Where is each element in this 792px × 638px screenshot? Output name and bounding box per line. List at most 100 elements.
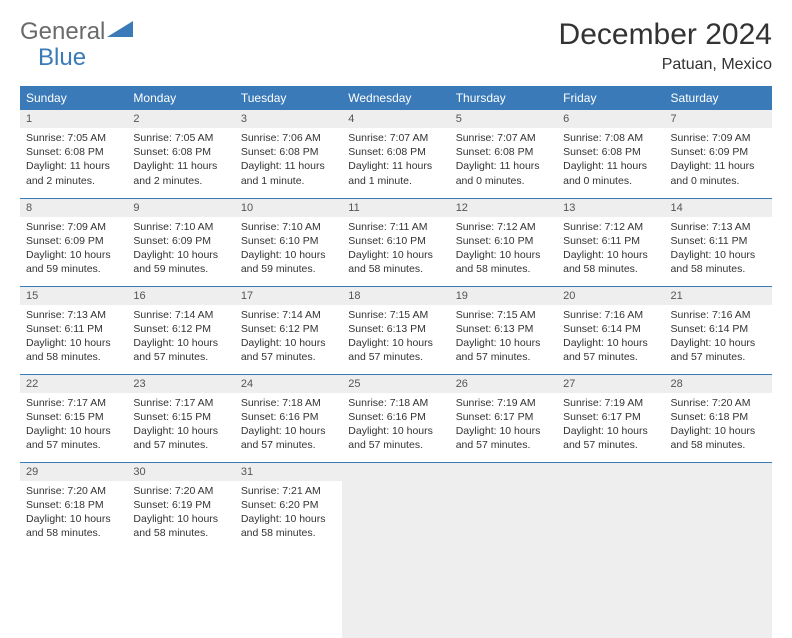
daylight-line: Daylight: 10 hours and 57 minutes. bbox=[133, 336, 228, 364]
sunset-line: Sunset: 6:09 PM bbox=[671, 145, 766, 159]
calendar-week-row: 15Sunrise: 7:13 AMSunset: 6:11 PMDayligh… bbox=[20, 286, 772, 374]
sunset-line: Sunset: 6:16 PM bbox=[241, 410, 336, 424]
daylight-line: Daylight: 11 hours and 0 minutes. bbox=[563, 159, 658, 187]
daylight-line: Daylight: 10 hours and 59 minutes. bbox=[241, 248, 336, 276]
day-details: Sunrise: 7:07 AMSunset: 6:08 PMDaylight:… bbox=[450, 128, 557, 194]
day-number: 28 bbox=[665, 375, 772, 393]
day-details: Sunrise: 7:19 AMSunset: 6:17 PMDaylight:… bbox=[450, 393, 557, 459]
day-details: Sunrise: 7:07 AMSunset: 6:08 PMDaylight:… bbox=[342, 128, 449, 194]
sunrise-line: Sunrise: 7:10 AM bbox=[241, 220, 336, 234]
sunrise-line: Sunrise: 7:17 AM bbox=[133, 396, 228, 410]
sunrise-line: Sunrise: 7:18 AM bbox=[348, 396, 443, 410]
day-details: Sunrise: 7:21 AMSunset: 6:20 PMDaylight:… bbox=[235, 481, 342, 547]
calendar-day-cell: 3 Sunrise: 7:06 AMSunset: 6:08 PMDaylight… bbox=[235, 110, 342, 198]
day-details: Sunrise: 7:08 AMSunset: 6:08 PMDaylight:… bbox=[557, 128, 664, 194]
logo: General bbox=[20, 18, 133, 46]
day-number: 20 bbox=[557, 287, 664, 305]
calendar-day-cell: 24Sunrise: 7:18 AMSunset: 6:16 PMDayligh… bbox=[235, 374, 342, 462]
calendar-day-cell: 8Sunrise: 7:09 AMSunset: 6:09 PMDaylight… bbox=[20, 198, 127, 286]
daylight-line: Daylight: 10 hours and 58 minutes. bbox=[348, 248, 443, 276]
sunrise-line: Sunrise: 7:14 AM bbox=[133, 308, 228, 322]
daylight-line: Daylight: 10 hours and 58 minutes. bbox=[26, 336, 121, 364]
sunset-line: Sunset: 6:15 PM bbox=[133, 410, 228, 424]
sunrise-line: Sunrise: 7:19 AM bbox=[563, 396, 658, 410]
daylight-line: Daylight: 10 hours and 58 minutes. bbox=[456, 248, 551, 276]
day-details: Sunrise: 7:16 AMSunset: 6:14 PMDaylight:… bbox=[557, 305, 664, 371]
sunrise-line: Sunrise: 7:15 AM bbox=[456, 308, 551, 322]
sunrise-line: Sunrise: 7:20 AM bbox=[26, 484, 121, 498]
day-number: 9 bbox=[127, 199, 234, 217]
sunrise-line: Sunrise: 7:11 AM bbox=[348, 220, 443, 234]
calendar-week-row: 1Sunrise: 7:05 AMSunset: 6:08 PMDaylight… bbox=[20, 110, 772, 198]
day-number: 1 bbox=[20, 110, 127, 128]
sunset-line: Sunset: 6:08 PM bbox=[563, 145, 658, 159]
daylight-line: Daylight: 10 hours and 57 minutes. bbox=[348, 424, 443, 452]
day-number: 3 bbox=[235, 110, 342, 128]
calendar-day-cell: 20Sunrise: 7:16 AMSunset: 6:14 PMDayligh… bbox=[557, 286, 664, 374]
calendar-day-cell: 17Sunrise: 7:14 AMSunset: 6:12 PMDayligh… bbox=[235, 286, 342, 374]
day-details: Sunrise: 7:15 AMSunset: 6:13 PMDaylight:… bbox=[342, 305, 449, 371]
sunset-line: Sunset: 6:14 PM bbox=[563, 322, 658, 336]
sunset-line: Sunset: 6:09 PM bbox=[133, 234, 228, 248]
calendar-day-cell bbox=[450, 462, 557, 550]
day-details: Sunrise: 7:05 AMSunset: 6:08 PMDaylight:… bbox=[20, 128, 127, 194]
daylight-line: Daylight: 11 hours and 1 minute. bbox=[241, 159, 336, 187]
day-details: Sunrise: 7:14 AMSunset: 6:12 PMDaylight:… bbox=[235, 305, 342, 371]
daylight-line: Daylight: 11 hours and 1 minute. bbox=[348, 159, 443, 187]
sunrise-line: Sunrise: 7:05 AM bbox=[26, 131, 121, 145]
daylight-line: Daylight: 11 hours and 2 minutes. bbox=[133, 159, 228, 187]
sunset-line: Sunset: 6:18 PM bbox=[26, 498, 121, 512]
daylight-line: Daylight: 11 hours and 0 minutes. bbox=[456, 159, 551, 187]
daylight-line: Daylight: 10 hours and 58 minutes. bbox=[241, 512, 336, 540]
day-number: 21 bbox=[665, 287, 772, 305]
weekday-header: Tuesday bbox=[235, 86, 342, 110]
sunset-line: Sunset: 6:14 PM bbox=[671, 322, 766, 336]
day-details: Sunrise: 7:17 AMSunset: 6:15 PMDaylight:… bbox=[20, 393, 127, 459]
day-details: Sunrise: 7:10 AMSunset: 6:10 PMDaylight:… bbox=[235, 217, 342, 283]
sunrise-line: Sunrise: 7:14 AM bbox=[241, 308, 336, 322]
day-details: Sunrise: 7:14 AMSunset: 6:12 PMDaylight:… bbox=[127, 305, 234, 371]
day-details: Sunrise: 7:12 AMSunset: 6:11 PMDaylight:… bbox=[557, 217, 664, 283]
day-details: Sunrise: 7:10 AMSunset: 6:09 PMDaylight:… bbox=[127, 217, 234, 283]
day-number: 19 bbox=[450, 287, 557, 305]
day-number: 15 bbox=[20, 287, 127, 305]
weekday-header: Friday bbox=[557, 86, 664, 110]
calendar-header-row: SundayMondayTuesdayWednesdayThursdayFrid… bbox=[20, 86, 772, 110]
calendar-day-cell: 18Sunrise: 7:15 AMSunset: 6:13 PMDayligh… bbox=[342, 286, 449, 374]
daylight-line: Daylight: 10 hours and 57 minutes. bbox=[133, 424, 228, 452]
calendar-day-cell: 14Sunrise: 7:13 AMSunset: 6:11 PMDayligh… bbox=[665, 198, 772, 286]
day-details: Sunrise: 7:18 AMSunset: 6:16 PMDaylight:… bbox=[342, 393, 449, 459]
sunset-line: Sunset: 6:08 PM bbox=[241, 145, 336, 159]
sunrise-line: Sunrise: 7:10 AM bbox=[133, 220, 228, 234]
sunrise-line: Sunrise: 7:20 AM bbox=[671, 396, 766, 410]
calendar-body: 1Sunrise: 7:05 AMSunset: 6:08 PMDaylight… bbox=[20, 110, 772, 550]
daylight-line: Daylight: 11 hours and 2 minutes. bbox=[26, 159, 121, 187]
sunset-line: Sunset: 6:09 PM bbox=[26, 234, 121, 248]
day-details: Sunrise: 7:19 AMSunset: 6:17 PMDaylight:… bbox=[557, 393, 664, 459]
title-block: December 2024 Patuan, Mexico bbox=[559, 18, 772, 74]
daylight-line: Daylight: 10 hours and 58 minutes. bbox=[671, 424, 766, 452]
day-number: 8 bbox=[20, 199, 127, 217]
sunset-line: Sunset: 6:10 PM bbox=[241, 234, 336, 248]
sunrise-line: Sunrise: 7:20 AM bbox=[133, 484, 228, 498]
day-number: 23 bbox=[127, 375, 234, 393]
sunrise-line: Sunrise: 7:06 AM bbox=[241, 131, 336, 145]
sunset-line: Sunset: 6:20 PM bbox=[241, 498, 336, 512]
sunrise-line: Sunrise: 7:13 AM bbox=[671, 220, 766, 234]
daylight-line: Daylight: 10 hours and 58 minutes. bbox=[26, 512, 121, 540]
sunrise-line: Sunrise: 7:16 AM bbox=[563, 308, 658, 322]
day-number: 13 bbox=[557, 199, 664, 217]
day-number: 7 bbox=[665, 110, 772, 128]
day-number: 31 bbox=[235, 463, 342, 481]
sunset-line: Sunset: 6:12 PM bbox=[241, 322, 336, 336]
calendar-day-cell: 22Sunrise: 7:17 AMSunset: 6:15 PMDayligh… bbox=[20, 374, 127, 462]
calendar-day-cell: 12Sunrise: 7:12 AMSunset: 6:10 PMDayligh… bbox=[450, 198, 557, 286]
sunrise-line: Sunrise: 7:12 AM bbox=[456, 220, 551, 234]
day-details: Sunrise: 7:17 AMSunset: 6:15 PMDaylight:… bbox=[127, 393, 234, 459]
sunrise-line: Sunrise: 7:13 AM bbox=[26, 308, 121, 322]
day-number: 11 bbox=[342, 199, 449, 217]
calendar-day-cell: 13Sunrise: 7:12 AMSunset: 6:11 PMDayligh… bbox=[557, 198, 664, 286]
day-number: 18 bbox=[342, 287, 449, 305]
sunset-line: Sunset: 6:11 PM bbox=[671, 234, 766, 248]
calendar-day-cell bbox=[342, 462, 449, 550]
